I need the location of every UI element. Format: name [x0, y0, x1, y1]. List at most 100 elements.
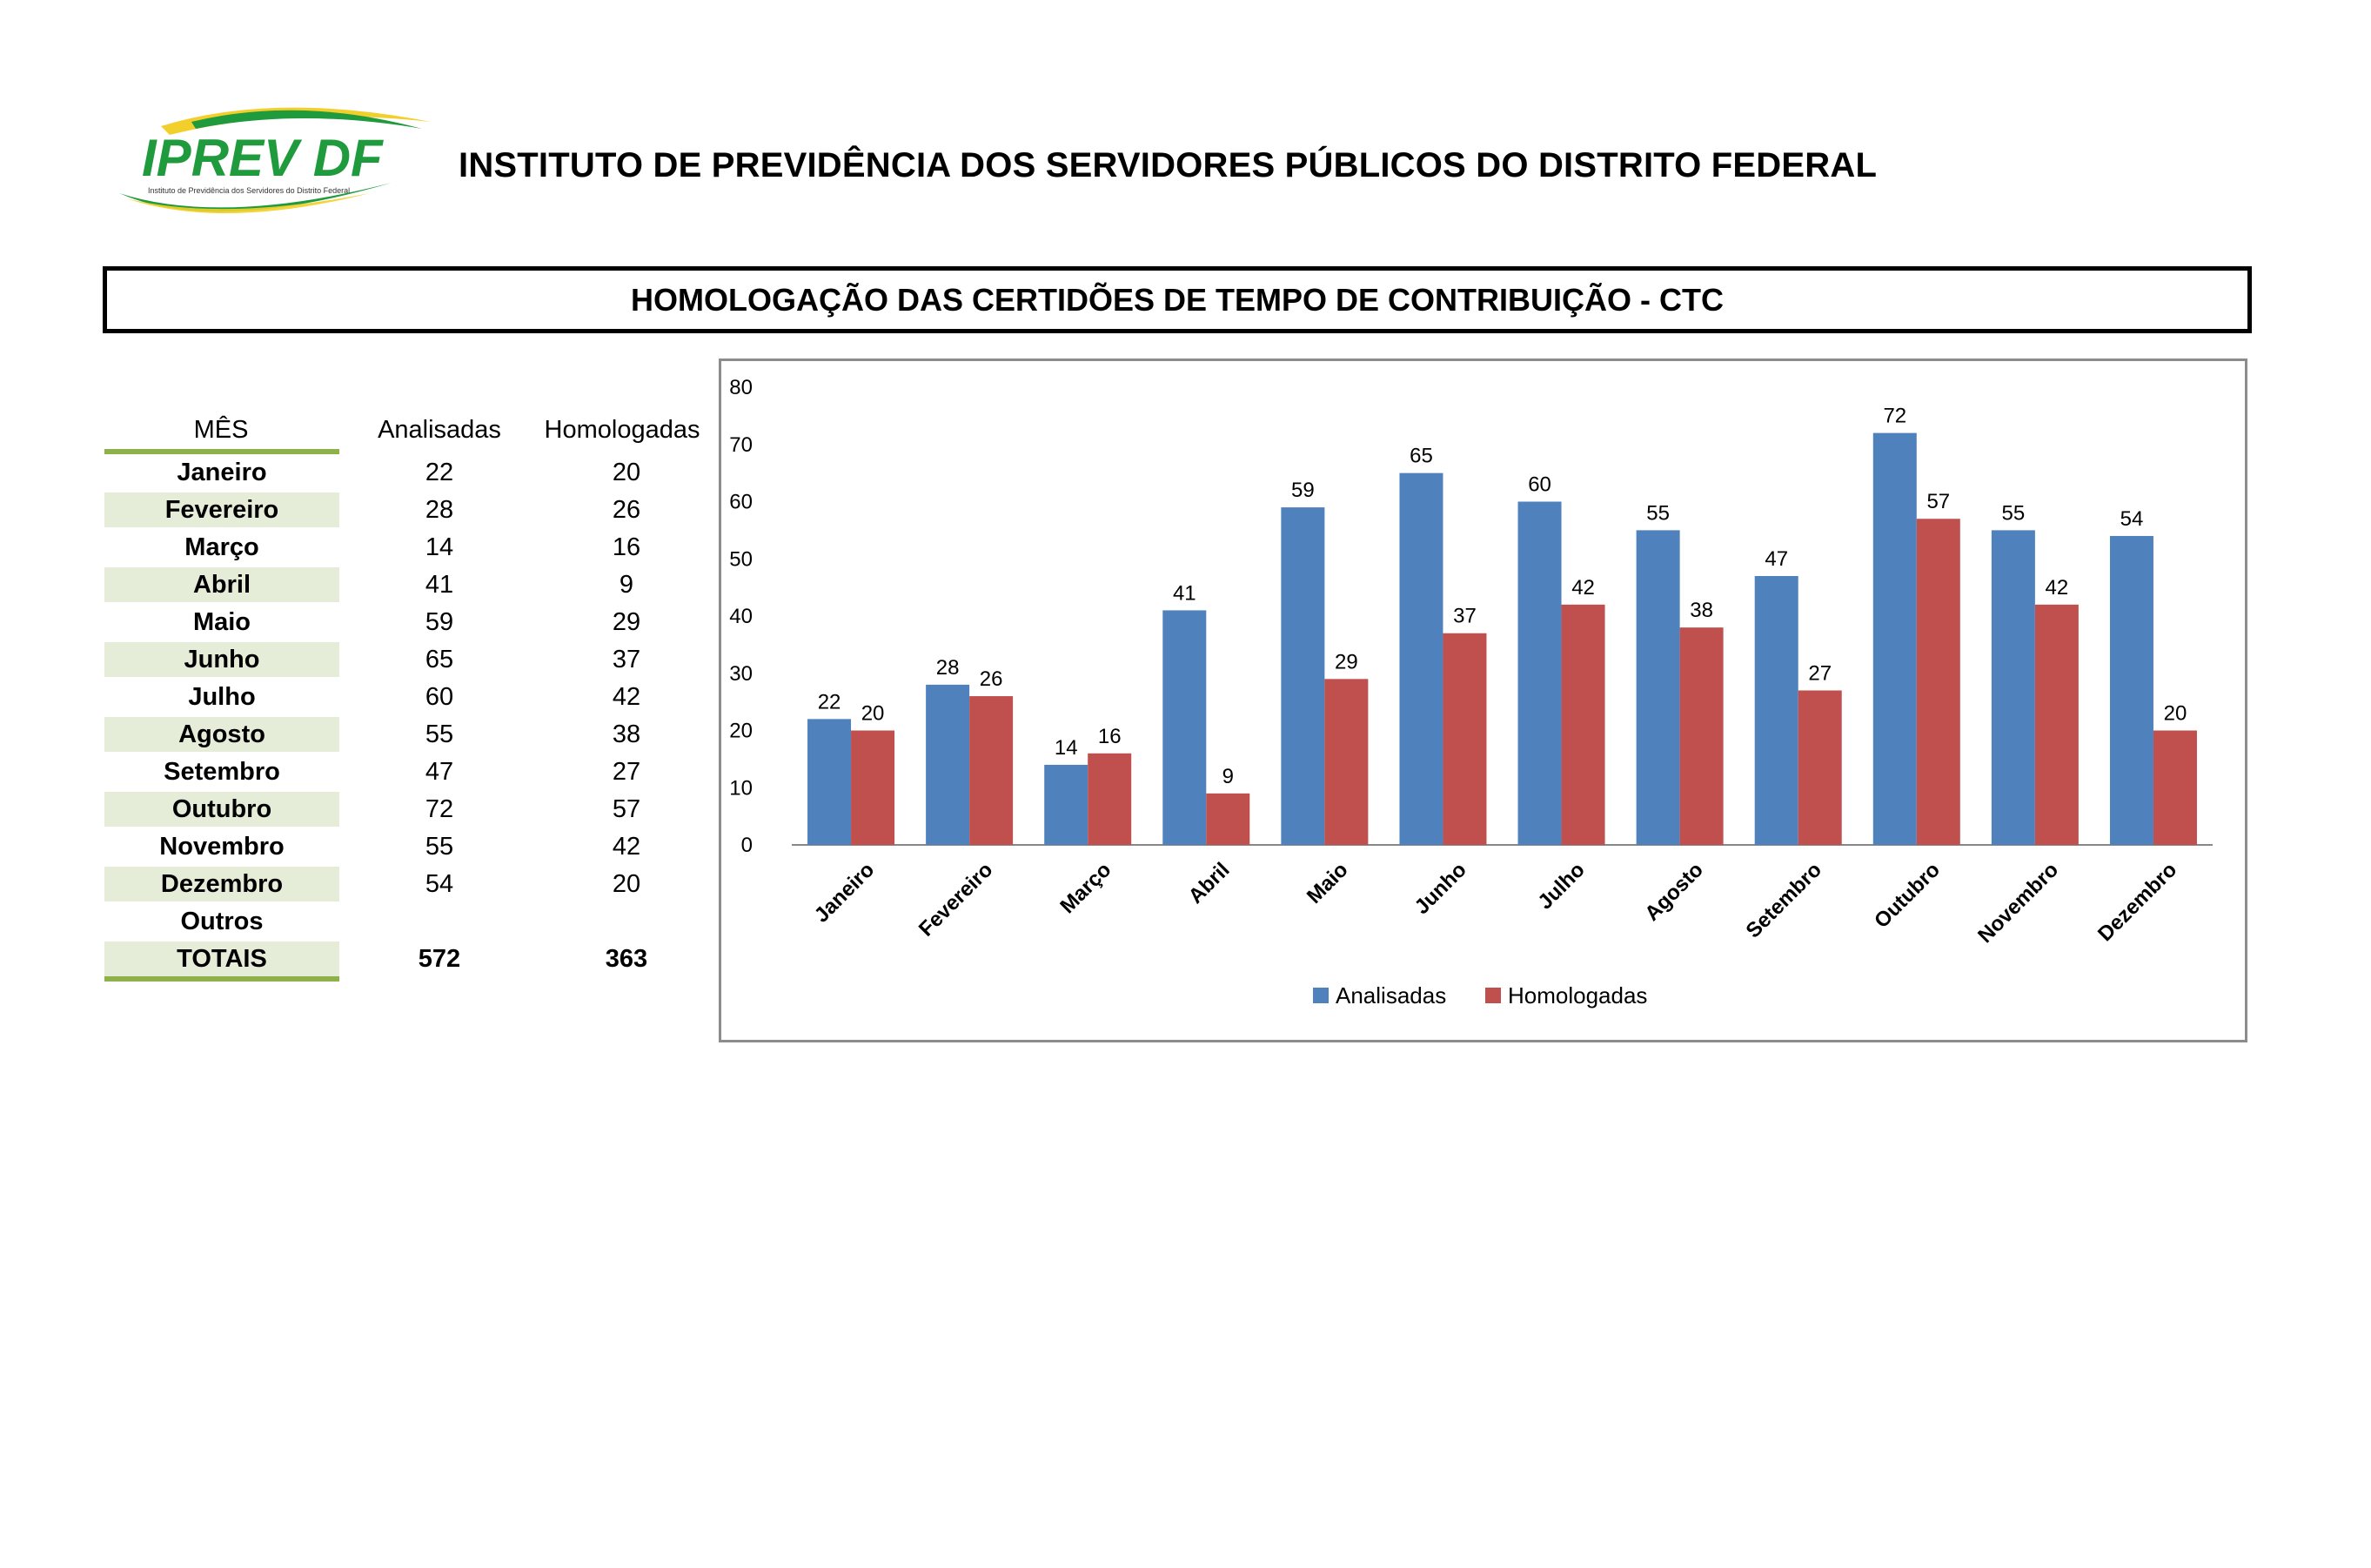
bar-homologadas	[1561, 604, 1605, 845]
table-totals-row: TOTAIS 572 363	[104, 941, 713, 979]
month-cell: Dezembro	[104, 867, 339, 901]
table-row: Outubro 72 57	[104, 792, 713, 829]
analisadas-cell: 22	[425, 459, 454, 486]
header-month: MÊS	[193, 416, 249, 444]
analisadas-cell: 55	[425, 720, 454, 748]
table-bottom-rule	[104, 976, 339, 982]
bar-analisadas	[1754, 575, 1798, 845]
month-cell: Outubro	[104, 792, 339, 827]
table-row: Novembro 55 42	[104, 829, 713, 867]
x-tick-label: Setembro	[1742, 858, 1826, 942]
bar-homologadas	[1916, 519, 1960, 845]
y-tick-label: 10	[729, 776, 753, 800]
homologadas-cell: 38	[612, 720, 641, 748]
legend-label-homologadas: Homologadas	[1508, 982, 1647, 1008]
x-tick-label: Dezembro	[2093, 858, 2181, 946]
data-label-analisadas: 55	[2002, 501, 2026, 525]
month-cell: Janeiro	[177, 459, 267, 486]
table-row: Julho 60 42	[104, 680, 713, 717]
data-label-homologadas: 16	[1098, 725, 1122, 748]
table-row: Setembro 47 27	[104, 754, 713, 792]
x-tick-label: Agosto	[1640, 858, 1708, 926]
homologadas-cell: 57	[612, 795, 641, 823]
table-row: Março 14 16	[104, 530, 713, 567]
bar-homologadas	[1798, 690, 1842, 845]
logo-yellow-swoosh	[161, 107, 431, 135]
data-label-homologadas: 26	[980, 667, 1003, 691]
analisadas-cell: 55	[425, 833, 454, 861]
y-tick-label: 80	[729, 376, 753, 399]
bar-homologadas	[851, 730, 895, 845]
report-title: HOMOLOGAÇÃO DAS CERTIDÕES DE TEMPO DE CO…	[630, 281, 1724, 318]
table-row: Dezembro 54 20	[104, 867, 713, 904]
data-label-analisadas: 47	[1765, 547, 1788, 571]
homologadas-cell	[539, 904, 713, 939]
data-label-analisadas: 54	[2120, 507, 2144, 531]
data-label-homologadas: 9	[1222, 765, 1234, 788]
month-cell: Março	[184, 533, 259, 561]
data-label-homologadas: 20	[2164, 702, 2187, 726]
y-tick-label: 30	[729, 662, 753, 686]
table-row: Outros	[104, 904, 713, 941]
bar-analisadas	[1991, 530, 2035, 845]
bar-homologadas	[969, 696, 1014, 845]
totals-label: TOTAIS	[104, 941, 339, 976]
table-row: Maio 59 29	[104, 605, 713, 642]
data-table: MÊS Analisadas Homologadas Janeiro 22 20 Fe…	[104, 409, 713, 982]
homologadas-cell: 27	[612, 758, 641, 786]
table-header: MÊS Analisadas Homologadas	[104, 409, 713, 449]
bar-homologadas	[1206, 793, 1250, 845]
table-row: Fevereiro 28 26	[104, 493, 713, 530]
bar-homologadas	[1324, 679, 1369, 845]
y-tick-label: 70	[729, 433, 753, 457]
analisadas-cell: 47	[425, 758, 454, 786]
chart-frame: 0 10 20 30 40 50 60 70 80 22 20 Janeiro 28 26 Fevereir…	[719, 358, 2247, 1042]
y-tick-label: 0	[741, 834, 753, 857]
homologadas-cell: 20	[612, 459, 641, 486]
x-tick-label: Janeiro	[810, 858, 879, 927]
homologadas-cell: 16	[612, 533, 641, 561]
data-label-analisadas: 41	[1173, 581, 1196, 605]
legend-label-analisadas: Analisadas	[1336, 982, 1446, 1008]
data-label-homologadas: 42	[1571, 576, 1595, 600]
iprev-df-logo: IPREV DF Instituto de Previdência dos Se…	[119, 107, 431, 214]
table-row: Abril 41 9	[104, 567, 713, 605]
totals-homologadas: 363	[605, 945, 648, 973]
data-label-homologadas: 37	[1453, 605, 1477, 628]
x-tick-label: Junho	[1410, 858, 1471, 919]
bar-homologadas	[1679, 627, 1724, 845]
bar-analisadas	[2109, 535, 2153, 845]
header-analisadas: Analisadas	[378, 416, 501, 444]
data-label-analisadas: 55	[1646, 501, 1670, 525]
bar-analisadas	[1517, 501, 1562, 845]
analisadas-cell: 14	[425, 533, 454, 561]
bar-homologadas	[1443, 633, 1487, 845]
data-label-analisadas: 72	[1883, 405, 1906, 428]
data-label-homologadas: 42	[2046, 576, 2069, 600]
homologadas-cell: 9	[619, 571, 634, 599]
data-label-homologadas: 57	[1926, 490, 1950, 513]
logo-subtext: Instituto de Previdência dos Servidores …	[148, 186, 350, 195]
y-tick-label: 40	[729, 605, 753, 628]
month-cell: Agosto	[104, 717, 339, 752]
table-body: Janeiro 22 20 Fevereiro 28 26 Março 14 16 Abril 41…	[104, 455, 713, 982]
bar-analisadas	[1162, 610, 1207, 845]
homologadas-cell: 37	[612, 646, 641, 673]
data-label-analisadas: 59	[1291, 479, 1315, 502]
month-cell: Abril	[104, 567, 339, 602]
legend-swatch-homologadas	[1485, 988, 1501, 1003]
bar-homologadas	[2153, 730, 2197, 845]
y-tick-label: 60	[729, 491, 753, 514]
x-tick-label: Maio	[1303, 858, 1353, 908]
month-cell: Maio	[192, 608, 251, 636]
legend-swatch-analisadas	[1313, 988, 1329, 1003]
analisadas-cell: 60	[425, 683, 454, 711]
logo-yellow-swoosh-bottom	[126, 193, 370, 214]
bar-analisadas	[807, 719, 852, 845]
month-cell: Fevereiro	[104, 493, 339, 527]
table-row: Junho 65 37	[104, 642, 713, 680]
table-row: Janeiro 22 20	[104, 455, 713, 493]
month-cell: Junho	[104, 642, 339, 677]
bar-analisadas	[1281, 507, 1325, 845]
data-label-analisadas: 65	[1410, 445, 1433, 468]
